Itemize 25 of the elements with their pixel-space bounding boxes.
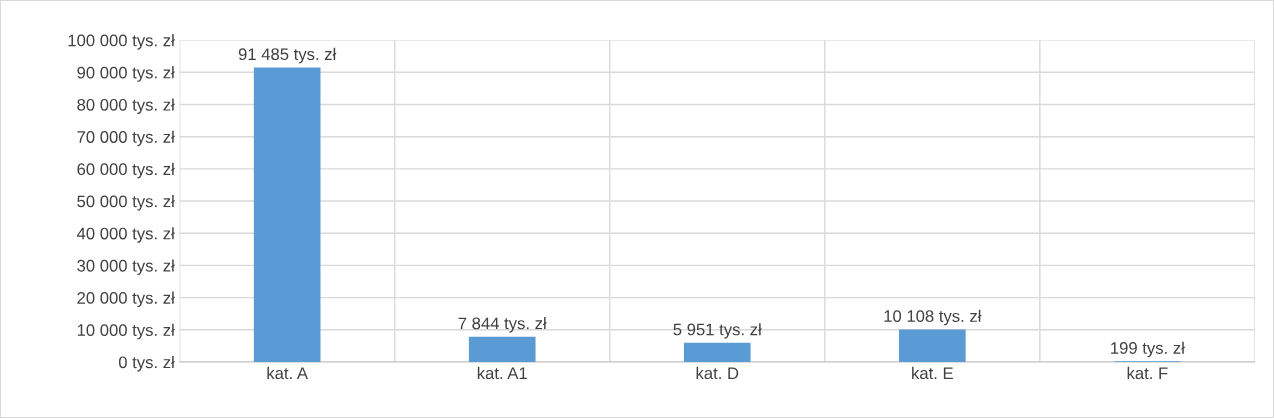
y-tick-label: 60 000 tys. zł <box>77 162 175 179</box>
bar <box>253 67 321 362</box>
bar <box>468 336 536 362</box>
data-label: 5 951 tys. zł <box>673 323 762 339</box>
data-label: 7 844 tys. zł <box>458 317 547 333</box>
x-tick-label: kat. A <box>267 366 308 380</box>
y-tick-label: 0 tys. zł <box>118 355 175 372</box>
x-tick-label: kat. D <box>696 366 739 380</box>
x-tick-label: kat. E <box>912 366 953 380</box>
data-label: 199 tys. zł <box>1111 341 1185 358</box>
data-label: 10 108 tys. zł <box>884 309 982 326</box>
y-tick-label: 70 000 tys. zł <box>77 130 175 147</box>
x-tick-label: kat. F <box>1127 366 1168 380</box>
y-tick-label: 30 000 tys. zł <box>77 259 175 275</box>
y-tick-label: 40 000 tys. zł <box>76 227 175 243</box>
y-tick-label: 80 000 tys. zł <box>77 98 175 114</box>
data-label: 91 485 tys. zł <box>238 47 337 64</box>
y-tick-label: 10 000 tys. zł <box>77 323 175 340</box>
y-tick-label: 20 000 tys. zł <box>77 291 175 308</box>
y-tick-label: 90 000 tys. zł <box>77 66 175 82</box>
x-tick-label: kat. A1 <box>477 366 527 380</box>
bar <box>898 329 966 362</box>
bar <box>683 342 751 362</box>
y-tick-label: 50 000 tys. zł <box>77 195 175 211</box>
y-tick-label: 100 000 tys. zł <box>68 34 175 50</box>
